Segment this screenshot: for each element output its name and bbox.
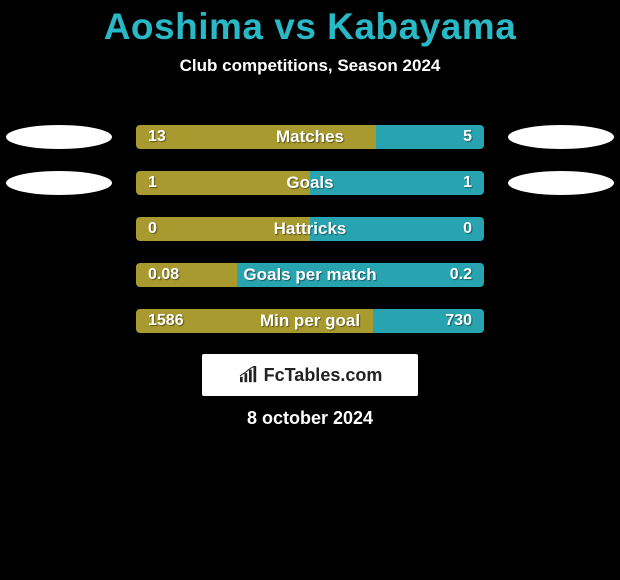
- player-badge-left: [6, 171, 112, 195]
- stat-row: 00Hattricks: [0, 217, 620, 263]
- stat-bar-right: 1: [310, 171, 484, 195]
- stat-row: 0.080.2Goals per match: [0, 263, 620, 309]
- bar-chart-icon: [238, 366, 260, 384]
- stat-bar: 1586 730: [136, 309, 484, 333]
- subtitle: Club competitions, Season 2024: [0, 56, 620, 76]
- stat-bar-left: 13: [136, 125, 376, 149]
- stat-row: 1586730Min per goal: [0, 309, 620, 355]
- comparison-infographic: Aoshima vs Kabayama Club competitions, S…: [0, 0, 620, 580]
- stat-bar-right: 0: [310, 217, 484, 241]
- stat-value-left: 0: [148, 217, 157, 241]
- stat-bar: 11: [136, 171, 484, 195]
- stat-bar-left: 1586: [136, 309, 373, 333]
- stat-bar-right: 0.2: [237, 263, 484, 287]
- stat-value-left: 0.08: [148, 263, 179, 287]
- stat-value-right: 0.2: [450, 263, 472, 287]
- player-badge-left: [6, 125, 112, 149]
- stat-bar-left: 0: [136, 217, 310, 241]
- brand-text: FcTables.com: [264, 365, 383, 386]
- stat-bar: 13 5: [136, 125, 484, 149]
- stat-bar-right: 5: [376, 125, 484, 149]
- stat-value-right: 730: [445, 309, 472, 333]
- date-line: 8 october 2024: [0, 408, 620, 429]
- stat-value-right: 5: [463, 125, 472, 149]
- stat-rows: 135Matches11Goals00Hattricks0.080.2Goals…: [0, 125, 620, 355]
- stat-value-left: 1: [148, 171, 157, 195]
- stat-bar-left: 0.08: [136, 263, 237, 287]
- stat-row: 11Goals: [0, 171, 620, 217]
- player-badge-right: [508, 125, 614, 149]
- stat-value-right: 0: [463, 217, 472, 241]
- stat-bar: 0.08 0.2: [136, 263, 484, 287]
- stat-bar-left: 1: [136, 171, 310, 195]
- stat-bar: 00: [136, 217, 484, 241]
- page-title: Aoshima vs Kabayama: [0, 0, 620, 48]
- stat-value-left: 13: [148, 125, 166, 149]
- stat-value-right: 1: [463, 171, 472, 195]
- stat-bar-right: 730: [373, 309, 484, 333]
- player-badge-right: [508, 171, 614, 195]
- stat-row: 135Matches: [0, 125, 620, 171]
- stat-value-left: 1586: [148, 309, 184, 333]
- brand-box[interactable]: FcTables.com: [202, 354, 418, 396]
